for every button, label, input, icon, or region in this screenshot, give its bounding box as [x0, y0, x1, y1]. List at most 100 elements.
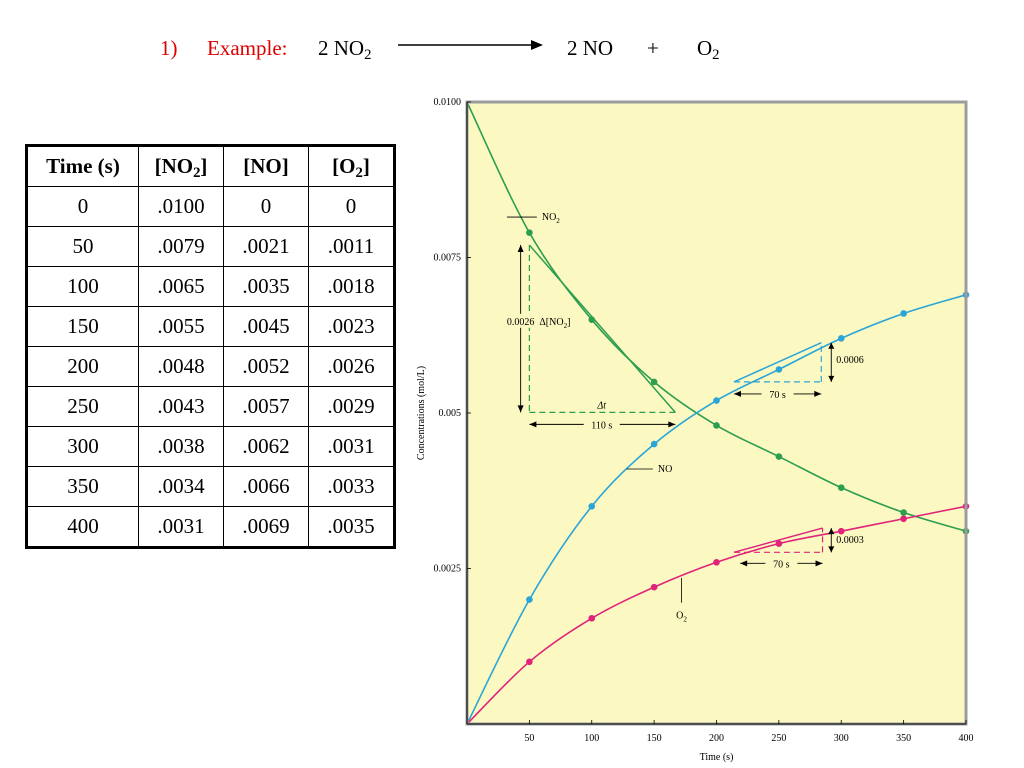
table-row: 50.0079.0021.0011: [26, 226, 395, 267]
reaction-arrow-icon: [398, 40, 543, 50]
table-cell: 0: [223, 186, 309, 227]
series-group: [466, 101, 970, 725]
table-row: 350.0034.0066.0033: [26, 466, 395, 507]
table-cell: .0057: [223, 386, 309, 427]
table-cell: .0100: [138, 186, 224, 227]
label-backdrop: [498, 313, 543, 328]
data-point: [588, 614, 596, 622]
data-point: [526, 596, 533, 603]
table-row: 400.0031.0069.0035: [26, 506, 395, 548]
arrowhead-icon: [517, 245, 524, 253]
table-cell: 50: [26, 226, 139, 267]
data-point: [713, 422, 720, 429]
table-cell: 0: [26, 186, 139, 227]
y-tick-label: 0.005: [439, 408, 462, 419]
data-point: [526, 229, 533, 236]
table-cell: .0038: [138, 426, 224, 467]
y-tick-label: 0.0025: [434, 564, 462, 575]
table-header-row: Time (s) [NO2] [NO] [O2]: [26, 145, 395, 187]
arrowhead-icon: [529, 421, 537, 428]
tangent-line: [733, 527, 823, 554]
table-row: 300.0038.0062.0031: [26, 426, 395, 467]
table-cell: .0011: [308, 226, 395, 267]
table-cell: 150: [26, 306, 139, 347]
reactant: 2 NO2: [318, 36, 372, 64]
data-point: [650, 440, 658, 448]
series-line-1: [466, 294, 967, 725]
x-tick-label: 250: [771, 733, 786, 744]
table-cell: .0018: [308, 266, 395, 307]
table-cell: 350: [26, 466, 139, 507]
data-point: [775, 453, 783, 460]
annotations-group: NO2 NO O2 0.0026 Δ[NO2] Δt 110 s 0.0006 70 s 0.00…: [498, 212, 864, 623]
data-point: [900, 515, 907, 523]
table-cell: .0035: [223, 266, 309, 307]
concentration-chart: NO2 NO O2 0.0026 Δ[NO2] Δt 110 s 0.0006 70 s 0.00…: [416, 97, 974, 763]
arrowhead-icon: [733, 390, 741, 397]
series-label-o2: O2: [676, 610, 687, 623]
annotation-o2-run: 70 s: [773, 559, 790, 570]
example-label: Example:: [207, 36, 288, 60]
annotation-o2-rise: 0.0003: [836, 535, 864, 546]
label-backdrop: [761, 386, 794, 400]
table-row: 250.0043.0057.0029: [26, 386, 395, 427]
arrowhead-icon: [815, 560, 823, 567]
annotation-no-run: 70 s: [769, 390, 786, 401]
table-row: 200.0048.0052.0026: [26, 346, 395, 387]
table-cell: .0031: [308, 426, 395, 467]
annotation-delta-no2: Δ[NO2]: [539, 317, 570, 330]
table-cell: 200: [26, 346, 139, 387]
data-point: [713, 558, 720, 566]
data-point: [650, 583, 658, 591]
table-cell: .0055: [138, 306, 224, 347]
table-cell: .0033: [308, 466, 395, 507]
data-point: [775, 540, 783, 547]
product-o2: O2: [697, 36, 720, 64]
table-cell: .0023: [308, 306, 395, 347]
data-point: [900, 509, 907, 516]
table-row: 0.0100 0 0: [26, 186, 395, 227]
label-backdrop: [765, 556, 798, 570]
series-line-2: [466, 505, 967, 725]
table-cell: .0026: [308, 346, 395, 387]
label-backdrop: [583, 417, 620, 431]
data-point: [526, 658, 533, 666]
product-no: 2 NO: [567, 36, 614, 60]
table-header-cell: [O2]: [308, 145, 395, 187]
arrowhead-icon: [517, 405, 524, 413]
concentration-table: Time (s) [NO2] [NO] [O2] 0.0100 0 0 50.0079.00…: [25, 144, 396, 549]
annotation-no2-rise: 0.0026: [507, 317, 535, 328]
annotation-no-rise: 0.0006: [836, 355, 864, 366]
x-tick-label: 200: [709, 733, 724, 744]
x-tick-label: 300: [834, 733, 849, 744]
arrowhead-icon: [814, 390, 822, 397]
table-header-cell: [NO]: [223, 145, 309, 187]
example-number: 1): [160, 36, 178, 60]
table-cell: .0048: [138, 346, 224, 387]
table-header-cell: Time (s): [26, 145, 139, 187]
table-cell: .0052: [223, 346, 309, 387]
data-point: [837, 335, 845, 342]
y-tick-label: 0.0075: [434, 253, 462, 264]
table-cell: .0031: [138, 506, 224, 548]
table-cell: .0079: [138, 226, 224, 267]
table-cell: .0034: [138, 466, 224, 507]
data-point: [837, 484, 845, 491]
x-tick-label: 400: [959, 733, 974, 744]
table-cell: .0065: [138, 266, 224, 307]
annotation-delta-t: Δt: [596, 400, 606, 411]
table-row: 150.0055.0045.0023: [26, 306, 395, 347]
plot-area: [467, 102, 966, 724]
arrowhead-icon: [828, 546, 835, 553]
data-point: [775, 366, 783, 373]
annotation-no2-run: 110 s: [591, 420, 612, 431]
x-tick-label: 100: [584, 733, 599, 744]
arrowhead-icon: [828, 528, 835, 535]
table-row: 100.0065.0035.0018: [26, 266, 395, 307]
tangent-line: [528, 244, 676, 413]
x-axis-label: Time (s): [700, 752, 734, 763]
table-cell: 0: [308, 186, 395, 227]
series-label-no: NO: [658, 464, 672, 475]
table-cell: .0029: [308, 386, 395, 427]
table-cell: 250: [26, 386, 139, 427]
